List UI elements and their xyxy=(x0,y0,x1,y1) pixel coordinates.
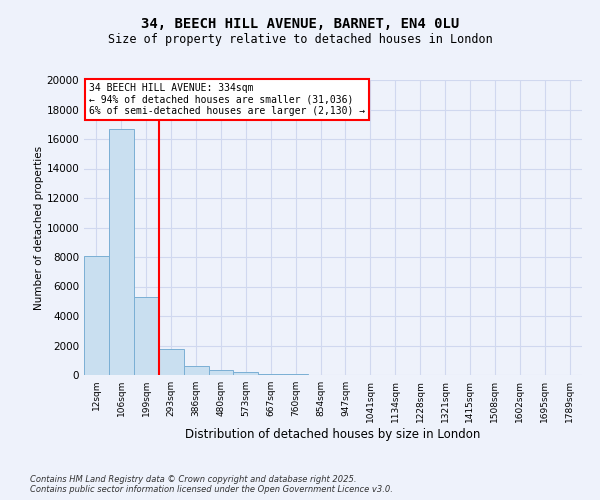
Bar xyxy=(283,374,308,375)
Bar xyxy=(184,366,209,375)
Text: Size of property relative to detached houses in London: Size of property relative to detached ho… xyxy=(107,32,493,46)
X-axis label: Distribution of detached houses by size in London: Distribution of detached houses by size … xyxy=(185,428,481,440)
Text: 34, BEECH HILL AVENUE, BARNET, EN4 0LU: 34, BEECH HILL AVENUE, BARNET, EN4 0LU xyxy=(141,18,459,32)
Bar xyxy=(84,256,109,375)
Bar xyxy=(109,128,134,375)
Bar xyxy=(209,370,233,375)
Bar xyxy=(159,349,184,375)
Bar xyxy=(259,374,283,375)
Text: Contains HM Land Registry data © Crown copyright and database right 2025.: Contains HM Land Registry data © Crown c… xyxy=(30,476,356,484)
Text: Contains public sector information licensed under the Open Government Licence v3: Contains public sector information licen… xyxy=(30,486,393,494)
Y-axis label: Number of detached properties: Number of detached properties xyxy=(34,146,44,310)
Bar xyxy=(134,297,159,375)
Text: 34 BEECH HILL AVENUE: 334sqm
← 94% of detached houses are smaller (31,036)
6% of: 34 BEECH HILL AVENUE: 334sqm ← 94% of de… xyxy=(89,83,365,116)
Bar xyxy=(233,372,259,375)
